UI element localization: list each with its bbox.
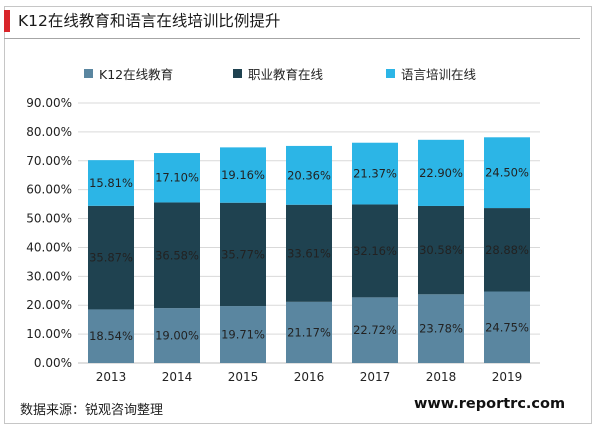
bar-segment xyxy=(220,306,266,363)
bar-segment xyxy=(484,291,530,363)
y-tick-label: 0.00% xyxy=(34,356,72,370)
bar-segment xyxy=(220,202,266,307)
x-tick-label: 2016 xyxy=(294,370,325,384)
bar-segment xyxy=(286,301,332,363)
data-label: 36.58% xyxy=(155,248,199,262)
bar-segment xyxy=(418,205,464,295)
data-label: 19.71% xyxy=(221,328,265,342)
legend-label-vocational: 职业教育在线 xyxy=(248,66,324,82)
bar-segment xyxy=(418,294,464,363)
bar-segment xyxy=(220,147,266,203)
data-label: 19.16% xyxy=(221,168,265,182)
title-accent-bar xyxy=(4,10,10,32)
bar-segment xyxy=(286,145,332,205)
data-label: 35.77% xyxy=(221,247,265,261)
legend-swatch-k12 xyxy=(84,68,93,78)
bar-segment xyxy=(484,137,530,209)
bar-segment xyxy=(352,142,398,205)
data-label: 19.00% xyxy=(155,329,199,343)
y-tick-label: 30.00% xyxy=(26,269,72,283)
bar-segment xyxy=(88,205,134,310)
chart-title: K12在线教育和语言在线培训比例提升 xyxy=(18,12,281,30)
legend-swatch-language xyxy=(386,68,395,78)
y-tick-label: 10.00% xyxy=(26,327,72,341)
y-tick-label: 60.00% xyxy=(26,183,72,197)
bar-segment xyxy=(418,139,464,206)
x-tick-label: 2017 xyxy=(360,370,391,384)
x-tick-label: 2013 xyxy=(96,370,127,384)
bar-segment xyxy=(88,160,134,206)
data-label: 35.87% xyxy=(89,251,133,265)
bar-segment xyxy=(352,204,398,298)
data-label: 21.37% xyxy=(353,167,397,181)
y-tick-label: 40.00% xyxy=(26,240,72,254)
y-tick-label: 80.00% xyxy=(26,125,72,139)
data-label: 17.10% xyxy=(155,171,199,185)
bar-segment xyxy=(154,153,200,203)
data-label: 32.16% xyxy=(353,244,397,258)
data-label: 20.36% xyxy=(287,168,331,182)
data-label: 22.72% xyxy=(353,323,397,337)
data-label: 15.81% xyxy=(89,176,133,190)
bar-segment xyxy=(154,202,200,309)
data-label: 24.50% xyxy=(485,166,529,180)
chart-legend: K12在线教育 职业教育在线 语言培训在线 xyxy=(0,64,600,82)
data-label: 33.61% xyxy=(287,246,331,260)
legend-item-k12: K12在线教育 xyxy=(84,64,173,82)
data-label: 24.75% xyxy=(485,320,529,334)
x-tick-label: 2018 xyxy=(426,370,457,384)
x-tick-label: 2014 xyxy=(162,370,193,384)
legend-item-language: 语言培训在线 xyxy=(386,64,476,82)
data-label: 21.17% xyxy=(287,325,331,339)
legend-label-k12: K12在线教育 xyxy=(99,66,174,82)
data-source-note: 数据来源：锐观咨询整理 xyxy=(20,403,164,418)
website-link[interactable]: www.reportrc.com xyxy=(414,396,566,412)
bar-segment xyxy=(484,208,530,292)
legend-item-vocational: 职业教育在线 xyxy=(233,64,323,82)
legend-swatch-vocational xyxy=(233,68,242,78)
y-tick-label: 50.00% xyxy=(26,212,72,226)
bar-segment xyxy=(88,309,134,363)
y-tick-label: 90.00% xyxy=(26,96,72,110)
x-tick-label: 2015 xyxy=(228,370,259,384)
bar-segment xyxy=(286,204,332,302)
data-label: 28.88% xyxy=(485,243,529,257)
bar-segment xyxy=(154,308,200,363)
legend-label-language: 语言培训在线 xyxy=(401,66,477,82)
x-tick-label: 2019 xyxy=(492,370,523,384)
data-label: 23.78% xyxy=(419,322,463,336)
title-divider xyxy=(4,38,580,39)
bar-segment xyxy=(352,297,398,363)
data-label: 30.58% xyxy=(419,243,463,257)
data-label: 22.90% xyxy=(419,166,463,180)
data-label: 18.54% xyxy=(89,329,133,343)
y-tick-label: 20.00% xyxy=(26,298,72,312)
y-tick-label: 70.00% xyxy=(26,154,72,168)
